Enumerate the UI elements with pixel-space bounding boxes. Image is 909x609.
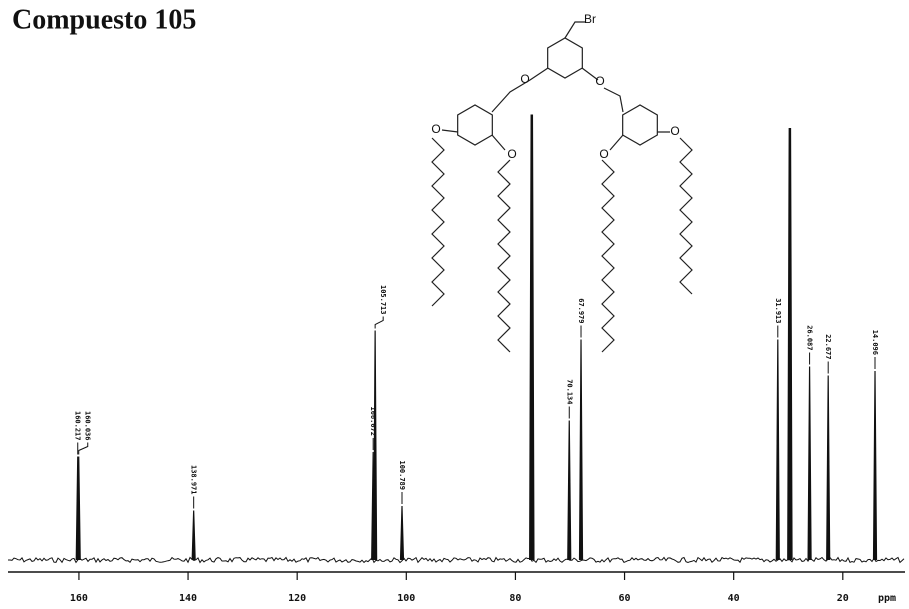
leader-line (78, 442, 89, 455)
x-tick-label: 60 (619, 593, 631, 604)
ring (457, 104, 493, 146)
x-tick-label: 160 (70, 593, 88, 604)
bond (441, 129, 506, 151)
baseline (8, 556, 905, 564)
peak-label: 22.677 (824, 334, 832, 359)
x-tick-label: 80 (509, 593, 521, 604)
peak-label: 160.036 (84, 411, 92, 441)
chart-title: Compuesto 105 (12, 4, 196, 35)
chain (601, 159, 615, 353)
bond (609, 131, 670, 151)
peak (872, 370, 878, 561)
peak-label: 105.713 (379, 285, 387, 315)
peak-label: 14.096 (871, 330, 879, 355)
peak (826, 375, 831, 561)
peak-label: 100.789 (398, 460, 406, 490)
peak (399, 505, 405, 561)
bond (491, 67, 549, 113)
atom-label: O (670, 124, 679, 138)
peak (373, 330, 378, 561)
peak (578, 339, 584, 561)
peak-label: 106.072 (369, 406, 377, 436)
ring (622, 104, 658, 146)
peak-label: 31.913 (774, 298, 782, 323)
structure (431, 21, 693, 353)
leader-line (374, 316, 384, 329)
atom-label: O (599, 147, 608, 161)
chain (431, 137, 445, 307)
peak (529, 114, 535, 561)
bond (581, 67, 624, 113)
peak (191, 510, 196, 561)
peak (76, 456, 81, 561)
bond (564, 21, 585, 39)
peak (787, 127, 793, 561)
atom-label: Br (584, 12, 596, 26)
peak (807, 366, 812, 561)
peak-label: 138.971 (190, 465, 198, 495)
peak-label: 67.979 (577, 298, 585, 323)
atom-label: O (520, 72, 529, 86)
peak-label: 26.087 (806, 325, 814, 350)
x-tick-label: 20 (837, 593, 849, 604)
atom-label: O (595, 74, 604, 88)
x-tick-label: 120 (288, 593, 306, 604)
atom-label: O (431, 122, 440, 136)
x-tick-label: 100 (397, 593, 415, 604)
peak (775, 339, 780, 561)
x-tick-label: 140 (179, 593, 197, 604)
peak-label: 70.134 (565, 379, 573, 404)
chain (497, 159, 511, 353)
chain (679, 137, 693, 295)
x-tick-label: 40 (728, 593, 740, 604)
peak (567, 420, 572, 561)
ring (547, 37, 583, 79)
peak-label: 160.217 (74, 411, 82, 441)
x-axis-label: ppm (878, 593, 896, 604)
atom-label: O (507, 147, 516, 161)
